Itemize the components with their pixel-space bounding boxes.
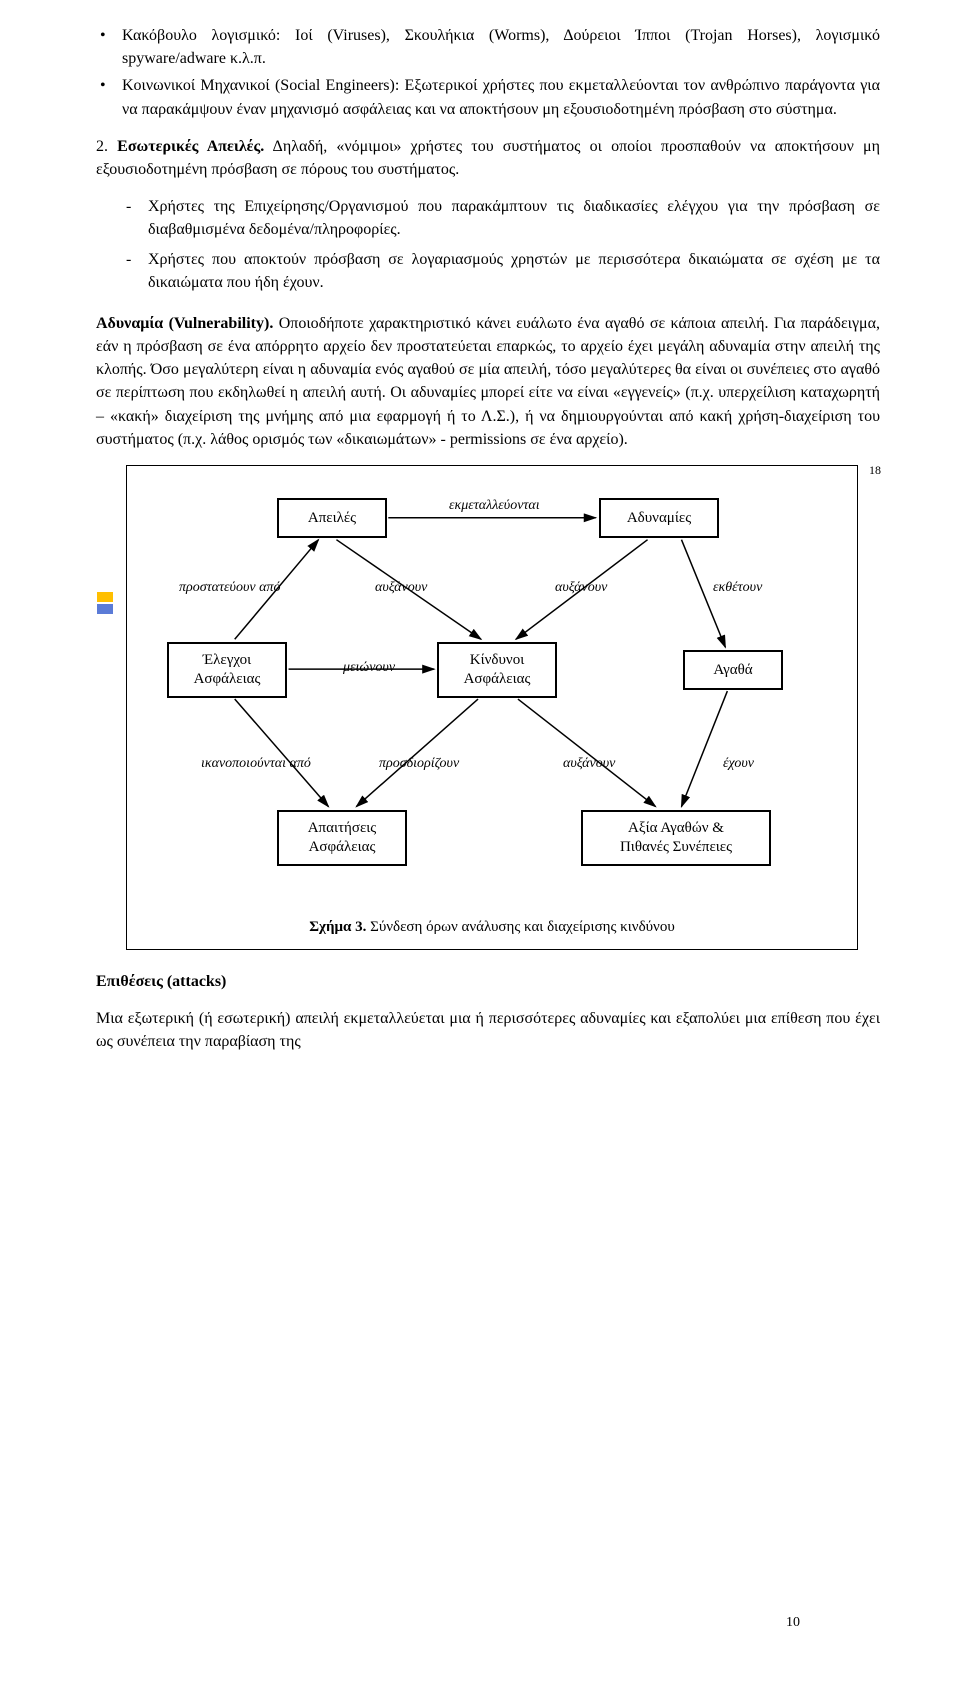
edge-label-9: έχουν <box>723 754 754 774</box>
diagram-node-threats: Απειλές <box>277 498 387 538</box>
diagram-node-risks: ΚίνδυνοιΑσφάλειας <box>437 642 557 698</box>
caption-prefix: Σχήμα 3. <box>309 919 370 935</box>
bulleted-list: Κακόβουλο λογισμικό: Ιοί (Viruses), Σκου… <box>96 24 880 121</box>
vulnerability-rest: Οποιοδήποτε χαρακτηριστικό κάνει ευάλωτο… <box>96 315 880 448</box>
color-artifact-2 <box>97 604 113 614</box>
edge-label-7: προσδιορίζουν <box>379 754 459 774</box>
edge-label-3: εκθέτουν <box>713 578 762 598</box>
internal-threats-bold: Εσωτερικές Απειλές. <box>117 138 264 155</box>
caption-text: Σύνδεση όρων ανάλυσης και διαχείρισης κι… <box>370 919 675 935</box>
dash-text: Χρήστες της Επιχείρησης/Οργανισμού που π… <box>148 198 880 238</box>
attacks-heading: Επιθέσεις (attacks) <box>96 970 880 993</box>
edge-label-2: αυξάνουν <box>555 578 607 598</box>
vulnerability-para: Αδυναμία (Vulnerability). Οποιοδήποτε χα… <box>96 312 880 451</box>
internal-threats-para: 2. Εσωτερικές Απειλές. Δηλαδή, «νόμιμοι»… <box>96 135 880 181</box>
diagram-container: 18 ΑπειλέςΑδυναμίεςΈλεγχοιΑσφάλειαςΚίνδυ… <box>126 465 858 950</box>
diagram-node-controls: ΈλεγχοιΑσφάλειας <box>167 642 287 698</box>
dash-text: Χρήστες που αποκτούν πρόσβαση σε λογαρια… <box>148 251 880 291</box>
diagram-node-value: Αξία Αγαθών &Πιθανές Συνέπειες <box>581 810 771 866</box>
edge-label-1: αυξάνουν <box>375 578 427 598</box>
edge-label-4: προστατεύουν από <box>179 578 280 598</box>
diagram-arrows <box>127 466 857 949</box>
bullet-text: Κοινωνικοί Μηχανικοί (Social Engineers):… <box>122 77 880 117</box>
dash-item: Χρήστες της Επιχείρησης/Οργανισμού που π… <box>122 195 880 241</box>
diagram-node-weak: Αδυναμίες <box>599 498 719 538</box>
edge-label-0: εκμεταλλεύονται <box>449 496 540 516</box>
dash-item: Χρήστες που αποκτούν πρόσβαση σε λογαρια… <box>122 248 880 294</box>
dash-list: Χρήστες της Επιχείρησης/Οργανισμού που π… <box>122 195 880 294</box>
bullet-item: Κοινωνικοί Μηχανικοί (Social Engineers):… <box>96 74 880 120</box>
vulnerability-bold: Αδυναμία (Vulnerability). <box>96 315 273 332</box>
diagram-node-reqs: ΑπαιτήσειςΑσφάλειας <box>277 810 407 866</box>
color-artifact-1 <box>97 592 113 602</box>
edge-label-6: ικανοποιούνται από <box>201 754 311 774</box>
bullet-text: Κακόβουλο λογισμικό: Ιοί (Viruses), Σκου… <box>122 27 880 67</box>
diagram-node-assets: Αγαθά <box>683 650 783 690</box>
footnote-number: 18 <box>869 462 881 479</box>
list-number: 2. <box>96 138 108 155</box>
attacks-paragraph: Μια εξωτερική (ή εσωτερική) απειλή εκμετ… <box>96 1007 880 1053</box>
bullet-item: Κακόβουλο λογισμικό: Ιοί (Viruses), Σκου… <box>96 24 880 70</box>
edge-label-5: μειώνουν <box>343 658 395 678</box>
edge-label-8: αυξάνουν <box>563 754 615 774</box>
page-number: 10 <box>786 1613 800 1633</box>
diagram-caption: Σχήμα 3. Σύνδεση όρων ανάλυσης και διαχε… <box>127 917 857 939</box>
